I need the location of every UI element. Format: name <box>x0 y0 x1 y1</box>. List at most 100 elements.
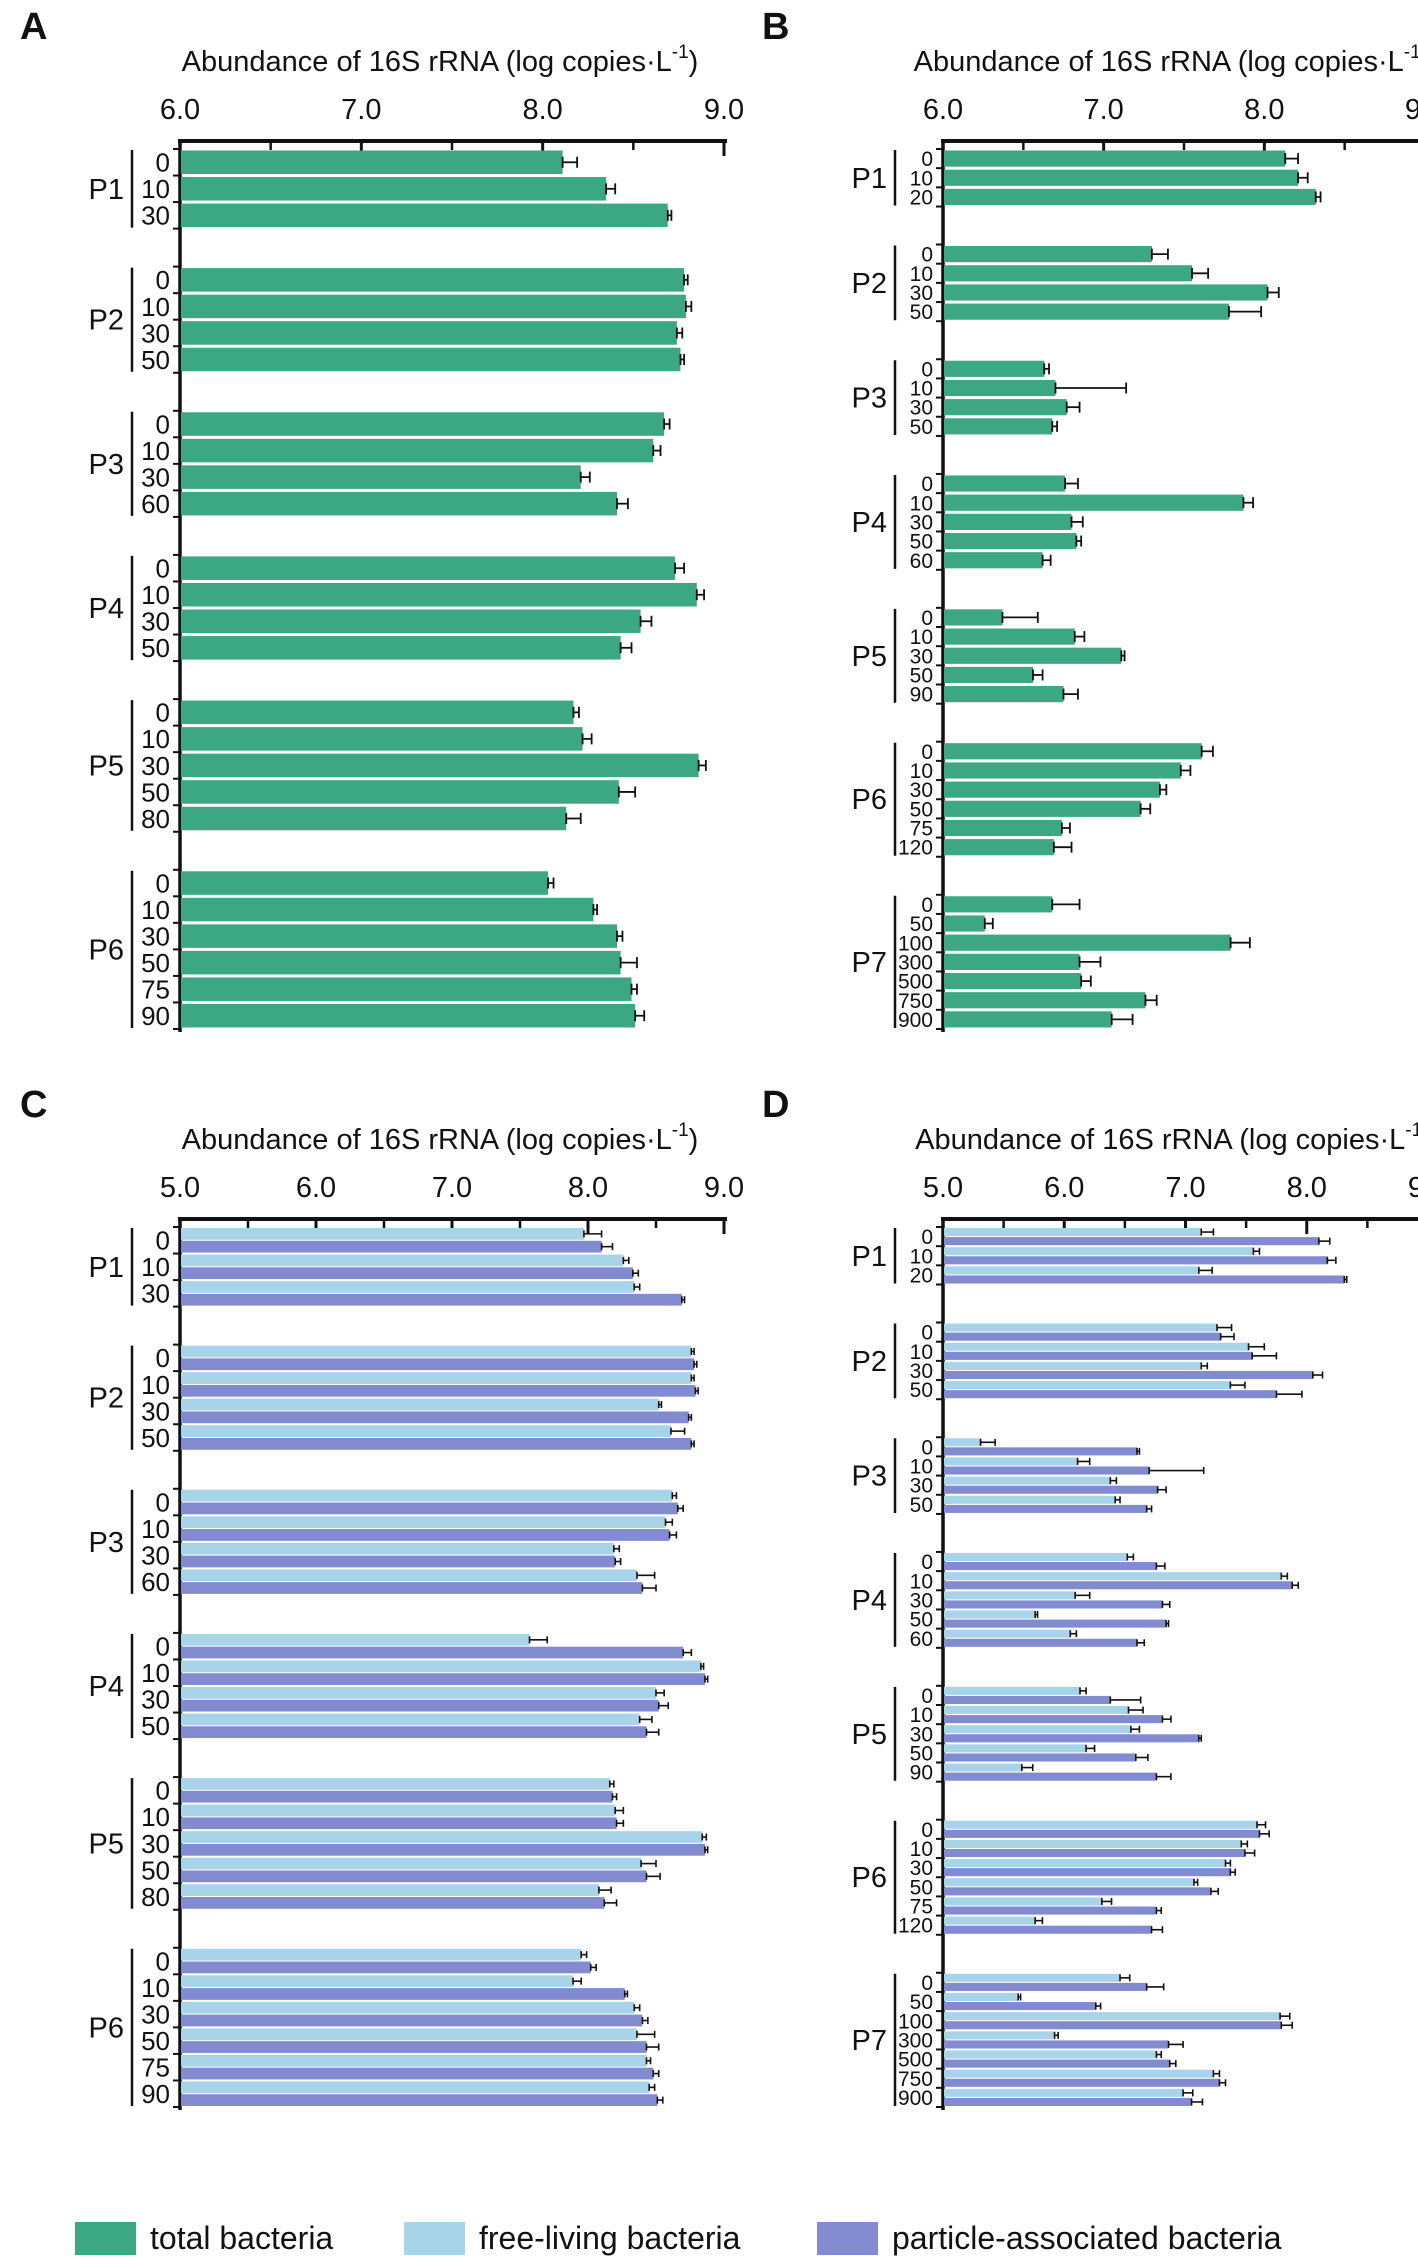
svg-text:120: 120 <box>898 837 933 860</box>
svg-text:50: 50 <box>910 1379 933 1402</box>
svg-text:50: 50 <box>910 1876 933 1899</box>
svg-text:P3: P3 <box>852 1461 887 1493</box>
legend-item-free-living-bacteria: free-living bacteria <box>404 2210 740 2266</box>
svg-text:5.0: 5.0 <box>923 1172 963 1204</box>
svg-text:80: 80 <box>141 804 170 834</box>
svg-text:90: 90 <box>910 1762 933 1785</box>
svg-text:50: 50 <box>910 1494 933 1517</box>
svg-text:30: 30 <box>141 1279 170 1309</box>
svg-text:P1: P1 <box>852 1241 887 1273</box>
svg-text:50: 50 <box>910 1743 933 1766</box>
svg-text:50: 50 <box>141 1423 170 1453</box>
svg-text:10: 10 <box>141 1973 170 2003</box>
svg-text:9.0: 9.0 <box>704 1172 744 1204</box>
svg-text:30: 30 <box>910 1723 933 1746</box>
svg-text:6.0: 6.0 <box>1044 1172 1084 1204</box>
svg-text:300: 300 <box>898 2029 933 2052</box>
svg-text:50: 50 <box>910 913 933 936</box>
svg-text:120: 120 <box>898 1915 933 1938</box>
figure-panel-b: Abundance of 16S rRNA (log copies·L-1) 6.… <box>753 16 1418 1091</box>
svg-text:750: 750 <box>898 990 933 1013</box>
svg-text:30: 30 <box>910 645 933 668</box>
svg-text:0: 0 <box>156 554 170 584</box>
panel-letter-c: C <box>20 1084 48 1126</box>
svg-text:0: 0 <box>156 1946 170 1976</box>
svg-text:8.0: 8.0 <box>568 1172 608 1204</box>
svg-text:30: 30 <box>141 318 170 348</box>
svg-text:Abundance of 16S rRNA (log cop: Abundance of 16S rRNA (log copies·L-1) <box>182 1120 699 1156</box>
svg-text:P2: P2 <box>852 268 887 300</box>
panel-a-chart: Abundance of 16S rRNA (log copies·L-1) 6.… <box>89 42 744 1032</box>
svg-text:50: 50 <box>910 416 933 439</box>
svg-text:P1: P1 <box>852 163 887 195</box>
svg-text:10: 10 <box>910 1341 933 1364</box>
svg-text:900: 900 <box>898 2087 933 2110</box>
svg-text:0: 0 <box>156 265 170 295</box>
svg-text:0: 0 <box>921 894 933 917</box>
svg-text:50: 50 <box>910 301 933 324</box>
svg-text:10: 10 <box>141 436 170 466</box>
svg-text:10: 10 <box>910 626 933 649</box>
svg-text:10: 10 <box>910 1245 933 1268</box>
svg-text:8.0: 8.0 <box>523 94 563 126</box>
svg-text:30: 30 <box>141 201 170 231</box>
legend-item-total-bacteria: total bacteria <box>75 2210 333 2266</box>
svg-text:100: 100 <box>898 2010 933 2033</box>
svg-text:P3: P3 <box>89 449 124 481</box>
svg-text:10: 10 <box>141 1514 170 1544</box>
figure-panel-a: Abundance of 16S rRNA (log copies·L-1) 6.… <box>40 16 745 1091</box>
legend-label: particle-associated bacteria <box>892 2219 1282 2256</box>
svg-text:10: 10 <box>910 1838 933 1861</box>
svg-text:30: 30 <box>910 511 933 534</box>
svg-text:P6: P6 <box>852 1862 887 1894</box>
svg-text:30: 30 <box>910 1360 933 1383</box>
svg-text:Abundance of 16S rRNA (log cop: Abundance of 16S rRNA (log copies·L-1) <box>914 42 1418 78</box>
panel-letter-d: D <box>762 1084 790 1126</box>
svg-text:8.0: 8.0 <box>1244 94 1284 126</box>
free-living-bacteria-swatch-icon <box>404 2221 465 2255</box>
svg-text:50: 50 <box>141 777 170 807</box>
svg-text:6.0: 6.0 <box>923 94 963 126</box>
svg-text:10: 10 <box>141 580 170 610</box>
svg-text:10: 10 <box>141 292 170 322</box>
svg-text:75: 75 <box>910 818 933 841</box>
svg-text:P2: P2 <box>852 1346 887 1378</box>
figure-panel-c: Abundance of 16S rRNA (log copies·L-1) 5.… <box>40 1094 745 2169</box>
svg-text:6.0: 6.0 <box>160 94 200 126</box>
svg-text:0: 0 <box>921 741 933 764</box>
svg-text:90: 90 <box>141 2079 170 2109</box>
svg-text:30: 30 <box>141 462 170 492</box>
svg-text:50: 50 <box>910 1609 933 1632</box>
svg-text:60: 60 <box>141 489 170 519</box>
svg-text:10: 10 <box>910 1570 933 1593</box>
svg-text:7.0: 7.0 <box>1084 94 1124 126</box>
svg-text:P2: P2 <box>89 305 124 337</box>
total-bacteria-swatch-icon <box>75 2221 136 2255</box>
svg-text:P4: P4 <box>852 507 887 539</box>
svg-text:7.0: 7.0 <box>341 94 381 126</box>
svg-text:10: 10 <box>141 1252 170 1282</box>
svg-text:P6: P6 <box>89 2012 124 2044</box>
svg-text:30: 30 <box>141 751 170 781</box>
svg-text:6.0: 6.0 <box>296 1172 336 1204</box>
svg-text:10: 10 <box>910 1704 933 1727</box>
svg-text:50: 50 <box>141 1711 170 1741</box>
svg-text:0: 0 <box>921 358 933 381</box>
svg-text:10: 10 <box>910 492 933 515</box>
svg-text:0: 0 <box>921 1226 933 1249</box>
svg-text:0: 0 <box>921 1436 933 1459</box>
svg-text:0: 0 <box>921 1972 933 1995</box>
svg-text:50: 50 <box>141 1855 170 1885</box>
panel-letter-a: A <box>20 6 48 48</box>
svg-text:0: 0 <box>921 1322 933 1345</box>
svg-text:P3: P3 <box>852 383 887 415</box>
legend: total bacteria free-living bacteria part… <box>0 2210 1418 2266</box>
svg-text:75: 75 <box>141 975 170 1005</box>
svg-text:0: 0 <box>156 409 170 439</box>
svg-text:0: 0 <box>156 868 170 898</box>
svg-text:0: 0 <box>156 1632 170 1662</box>
svg-text:0: 0 <box>156 148 170 178</box>
svg-text:10: 10 <box>910 378 933 401</box>
svg-text:0: 0 <box>156 1776 170 1806</box>
legend-label: free-living bacteria <box>479 2219 741 2256</box>
